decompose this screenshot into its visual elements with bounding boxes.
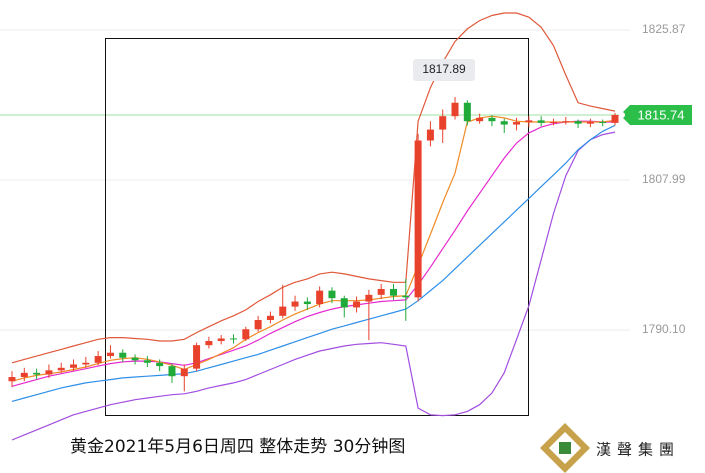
candle-body <box>45 370 53 375</box>
candle-body <box>82 362 90 365</box>
candle-body <box>574 121 582 124</box>
candle-body <box>57 367 65 371</box>
candle-body <box>562 121 570 123</box>
candle-body <box>316 290 324 305</box>
candle-body <box>353 301 361 308</box>
candle-body <box>8 377 16 382</box>
candle-body <box>426 129 434 141</box>
frame <box>105 38 529 416</box>
candle-body <box>119 352 127 358</box>
candles <box>8 96 619 392</box>
candle-body <box>537 120 545 123</box>
candle-body <box>328 290 336 299</box>
candle-body <box>33 372 41 375</box>
logo-icon-core <box>559 442 571 454</box>
candle-body <box>549 122 557 124</box>
logo-text: 漢聲集團 <box>596 441 680 459</box>
y-tick-label: 1807.99 <box>642 172 686 186</box>
chart-title: 黄金2021年5月6日周四 整体走势 30分钟图 <box>70 437 405 457</box>
candle-body <box>230 338 238 340</box>
candle-body <box>143 360 151 363</box>
candle-body <box>500 121 508 125</box>
candle-body <box>463 102 471 122</box>
candle-body <box>279 306 287 316</box>
candle-body <box>168 366 176 377</box>
indicator-line <box>11 115 616 382</box>
candle-body <box>180 368 188 377</box>
candle-body <box>525 120 533 123</box>
candle-body <box>414 140 422 298</box>
indicator-line <box>11 120 615 387</box>
candle-body <box>365 294 373 302</box>
candle-body <box>205 340 213 346</box>
candle-body <box>303 301 311 305</box>
annotation-label: 1817.89 <box>422 62 466 76</box>
candle-body <box>488 117 496 122</box>
candle-body <box>254 320 262 330</box>
candle-body <box>94 356 102 363</box>
candle-body <box>193 345 201 369</box>
candle-body <box>513 122 521 125</box>
candle-body <box>70 364 78 368</box>
price-dot <box>619 111 625 118</box>
candle-body <box>599 122 607 124</box>
candle-body <box>242 329 250 340</box>
candle-body <box>377 288 385 295</box>
candle-body <box>156 362 164 367</box>
candle-body <box>291 301 299 307</box>
indicator-line <box>11 124 616 402</box>
labels: 1790.10 1807.99 1825.87 1817.89 1815.74 <box>413 22 692 336</box>
candle-body <box>217 338 225 341</box>
candle-body <box>131 357 139 361</box>
indicator-line <box>11 12 616 364</box>
annotation-box <box>413 58 476 81</box>
y-tick-label: 1790.10 <box>642 322 686 336</box>
candle-body <box>389 288 397 296</box>
candle-body <box>402 295 410 298</box>
candle-body <box>476 117 484 122</box>
candle-body <box>439 116 447 130</box>
price-tag <box>620 104 692 125</box>
indicator-line <box>11 131 616 441</box>
indicator-lines <box>11 12 616 441</box>
logo: 漢聲集團 <box>540 423 680 473</box>
y-tick-label: 1825.87 <box>642 22 686 36</box>
price-label: 1815.74 <box>638 107 685 122</box>
candle-body <box>611 114 619 123</box>
candle-body <box>20 372 28 378</box>
candle-body <box>451 102 459 117</box>
candle-body <box>586 122 594 124</box>
candle-body <box>106 352 114 357</box>
candle-body <box>266 315 274 321</box>
candle-body <box>340 298 348 308</box>
